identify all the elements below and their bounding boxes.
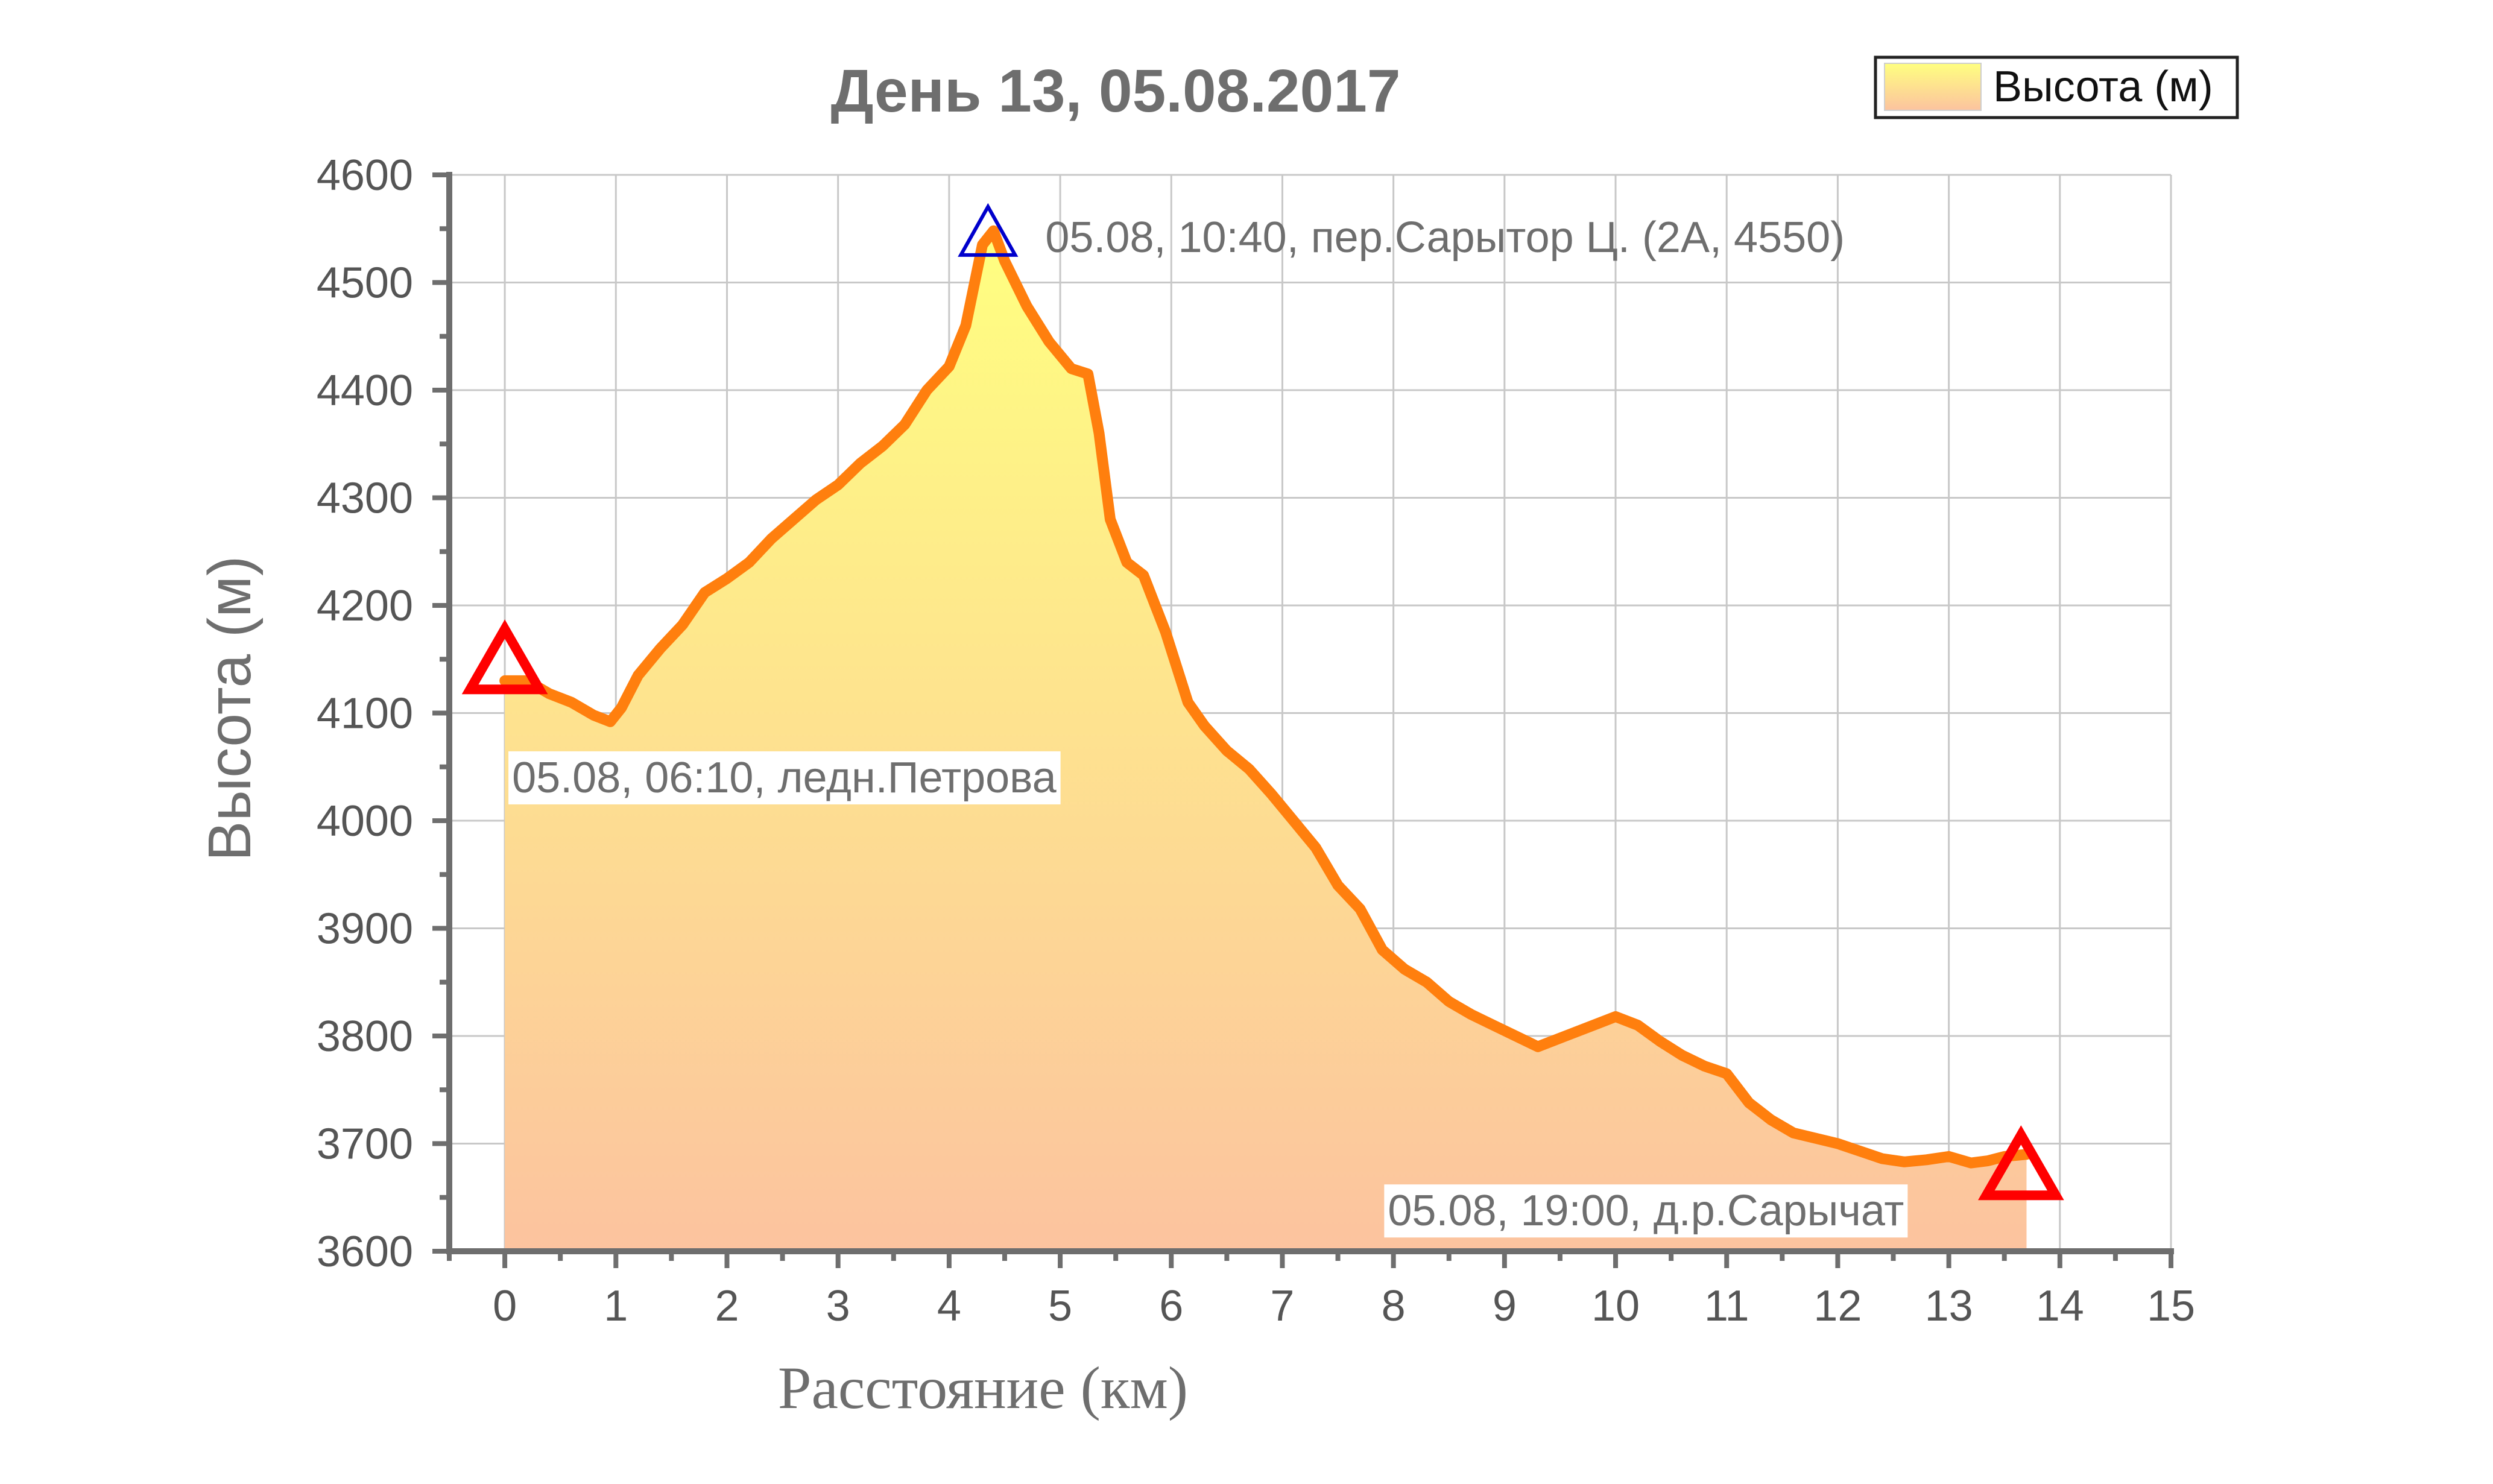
- x-tick-label: 11: [1704, 1282, 1749, 1330]
- y-tick-label: 4300: [317, 475, 413, 523]
- axes: [432, 172, 2174, 1268]
- annotation-3: 05.08, 19:00, д.р.Сарычат: [1384, 1184, 1908, 1238]
- annotation-2: 05.08, 06:10, ледн.Петрова: [508, 751, 1061, 804]
- y-tick-label: 4000: [317, 797, 413, 845]
- x-axis-label: Расстояние (км): [778, 1354, 1188, 1421]
- x-tick-label: 0: [493, 1282, 517, 1330]
- legend: Высота (м): [1874, 55, 2239, 119]
- legend-label: Высота (м): [1993, 63, 2213, 111]
- x-tick-label: 14: [2036, 1282, 2084, 1330]
- x-tick-label: 10: [1591, 1282, 1640, 1330]
- x-tick-label: 3: [826, 1282, 850, 1330]
- y-tick-label: 3600: [317, 1228, 413, 1276]
- y-tick-label: 4500: [317, 259, 413, 308]
- y-axis-label: Высота (м): [196, 556, 264, 862]
- y-tick-label: 3700: [317, 1120, 413, 1169]
- annotations: 05.08, 10:40, пер.Сарытор Ц. (2А, 4550) 0…: [508, 213, 1908, 1238]
- y-tick-label: 4400: [317, 367, 413, 415]
- x-tick-label: 5: [1048, 1282, 1072, 1330]
- annotation-text-3: 05.08, 19:00, д.р.Сарычат: [1388, 1187, 1904, 1235]
- triangle-marker-3: [1978, 1125, 2064, 1201]
- x-tick-label: 2: [715, 1282, 739, 1330]
- x-tick-label: 9: [1493, 1282, 1517, 1330]
- annotation-background-2: [508, 751, 1061, 804]
- x-tick-label: 13: [1925, 1282, 1973, 1330]
- annotation-text-2: 05.08, 06:10, ледн.Петрова: [512, 754, 1057, 802]
- y-tick-label: 3800: [317, 1012, 413, 1061]
- y-tick-label: 3900: [317, 905, 413, 953]
- triangle-marker-1: [461, 619, 548, 695]
- x-tick-label: 1: [604, 1282, 628, 1330]
- annotation-background-3: [1384, 1184, 1908, 1238]
- x-tick-label: 8: [1382, 1282, 1406, 1330]
- x-tick-label: 6: [1159, 1282, 1183, 1330]
- elevation-area: [505, 230, 2027, 1251]
- annotation-1: 05.08, 10:40, пер.Сарытор Ц. (2А, 4550): [1045, 213, 1845, 262]
- markers: [461, 203, 2064, 1201]
- chart-title: День 13, 05.08.2017: [830, 57, 1400, 125]
- tick-labels: 0 1 2 3 4 5 6 7 8 9 10 11 12 13 14 15360037003800390040…: [317, 151, 2195, 1330]
- x-tick-label: 12: [1813, 1282, 1862, 1330]
- x-tick-label: 7: [1270, 1282, 1294, 1330]
- y-tick-label: 4600: [317, 151, 413, 200]
- legend-swatch: [1884, 63, 1982, 111]
- annotation-text-1: 05.08, 10:40, пер.Сарытор Ц. (2А, 4550): [1045, 213, 1845, 262]
- x-tick-label: 4: [937, 1282, 961, 1330]
- x-tick-label: 15: [2147, 1282, 2195, 1330]
- triangle-marker-2: [958, 203, 1019, 257]
- elevation-line: [499, 225, 2032, 1169]
- y-tick-label: 4200: [317, 582, 413, 630]
- y-tick-label: 4100: [317, 690, 413, 738]
